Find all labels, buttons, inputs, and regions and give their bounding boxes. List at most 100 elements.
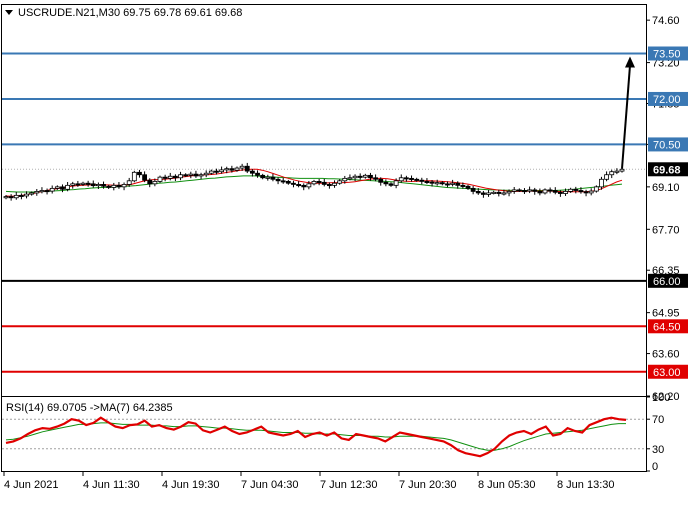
candle-down [326, 184, 332, 187]
candle-up [568, 188, 574, 192]
price-tick-label: 74.60 [652, 15, 680, 27]
candle-down [249, 170, 255, 174]
candle-up [224, 168, 230, 171]
candle-down [465, 185, 471, 189]
candle-down [75, 183, 81, 186]
candle-down [424, 181, 430, 184]
candle-down [270, 176, 276, 180]
candle-down [470, 187, 476, 192]
candle-up [609, 171, 615, 176]
triangle-down-icon[interactable] [5, 10, 13, 15]
price-tick-label: 62.20 [652, 391, 680, 403]
time-tick-label: 4 Jun 2021 [4, 479, 58, 491]
rsi-tick-label: 30 [652, 444, 664, 456]
candle-down [291, 182, 296, 185]
candle-down [44, 190, 50, 193]
candle-down [378, 178, 384, 183]
candle-up [208, 170, 214, 174]
time-tick-label: 4 Jun 11:30 [83, 479, 140, 491]
candle-down [301, 184, 307, 188]
candle-down [275, 178, 281, 182]
candle-down [116, 184, 122, 188]
candle-up [342, 177, 348, 182]
candle-down [532, 189, 538, 192]
candle-down [522, 190, 527, 193]
candle-down [321, 181, 327, 185]
candle-down [480, 192, 486, 195]
candle-down [439, 182, 445, 185]
candle-up [13, 194, 19, 199]
time-tick-label: 4 Jun 19:30 [162, 479, 220, 491]
candle-down [316, 181, 322, 184]
candle-down [214, 170, 219, 173]
time-tick-label: 7 Jun 04:30 [241, 479, 299, 491]
candle-up [157, 176, 163, 182]
price-tick-label: 67.70 [652, 224, 680, 236]
candle-up [203, 172, 209, 176]
candle-up [239, 165, 245, 169]
rsi-tick-label: 100 [652, 392, 670, 404]
candle-up [188, 173, 194, 176]
candle-up [527, 189, 532, 192]
level-label: 66.00 [653, 276, 681, 288]
candle-up [362, 174, 368, 178]
candle-up [306, 183, 312, 188]
candle-up [54, 186, 60, 189]
candle-up [178, 174, 183, 179]
candle-down [368, 174, 373, 179]
candle-up [393, 180, 399, 186]
candle-up [491, 191, 497, 194]
candle-up [198, 174, 204, 177]
level-label-box [648, 319, 688, 334]
candle-up [542, 189, 548, 194]
level-label: 70.50 [653, 139, 681, 151]
price-tick-label: 69.10 [652, 182, 680, 194]
candle-down [106, 185, 112, 188]
candle-down [244, 165, 250, 172]
level-label-box [648, 46, 688, 61]
candle-down [285, 181, 291, 184]
rsi-line [5, 416, 627, 458]
candle-up [604, 174, 609, 180]
candle-up [121, 184, 127, 188]
level-label-box [648, 364, 688, 379]
candle-up [352, 175, 358, 179]
candle-up [131, 171, 137, 182]
candle-down [496, 191, 502, 194]
candle-up [506, 191, 512, 194]
candle-down [583, 191, 589, 194]
level-label-box [648, 91, 688, 106]
candle-up [234, 167, 240, 171]
candle-up [65, 184, 70, 190]
candle-down [260, 174, 266, 179]
candle-up [24, 193, 29, 197]
candle-down [8, 196, 14, 199]
price-tick-label: 64.95 [652, 308, 680, 320]
candle-up [588, 190, 594, 194]
candle-up [511, 189, 517, 192]
candle-down [578, 190, 584, 193]
symbol-header: USCRUDE.N21,M30 69.75 69.78 69.61 69.68 [18, 7, 242, 19]
candle-down [383, 181, 389, 185]
rsi-ma-line [5, 422, 626, 451]
rsi-tick-label: 70 [652, 414, 664, 426]
candle-up [311, 181, 317, 185]
candle-up [265, 176, 271, 179]
candle-down [60, 186, 65, 190]
candle-up [34, 191, 40, 194]
candle-down [547, 189, 553, 192]
projection-arrow-head [625, 56, 635, 68]
candle-up [49, 187, 55, 192]
candle-down [409, 177, 414, 180]
candle-up [152, 181, 158, 185]
candle-down [414, 178, 420, 181]
candle-up [593, 186, 599, 192]
candle-down [552, 190, 558, 193]
candle-up [3, 196, 9, 199]
main-plot-frame [1, 4, 647, 397]
candle-down [255, 172, 260, 176]
candle-up [486, 192, 491, 195]
time-tick-label: 7 Jun 12:30 [320, 479, 378, 491]
candle-down [147, 179, 153, 185]
